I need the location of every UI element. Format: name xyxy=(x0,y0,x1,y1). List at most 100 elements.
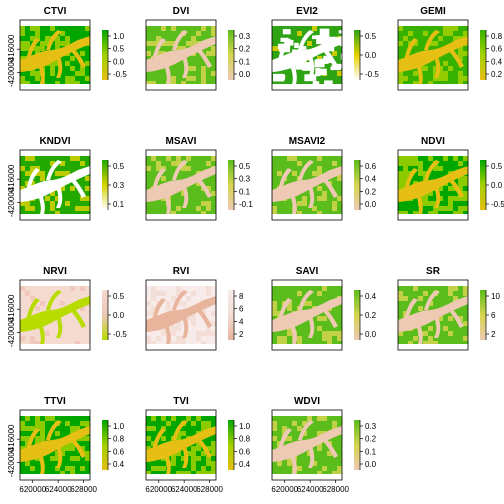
raster-cell xyxy=(287,331,292,336)
raster-cell xyxy=(196,416,201,421)
raster-cell xyxy=(317,416,322,421)
raster-cell xyxy=(332,471,337,474)
lake-arm xyxy=(38,324,45,344)
raster-cell xyxy=(161,416,166,421)
raster-cell xyxy=(458,81,463,84)
raster-cell xyxy=(50,26,55,31)
raster-cell xyxy=(65,41,70,46)
raster-cell xyxy=(292,49,303,57)
raster-cell xyxy=(443,206,448,211)
raster-cell xyxy=(448,186,453,191)
lake-arm xyxy=(164,454,171,474)
lake-arm xyxy=(446,306,464,328)
raster-cell xyxy=(171,416,176,421)
lake-arm xyxy=(56,316,63,338)
lake-arm xyxy=(46,290,62,310)
raster-cell xyxy=(85,186,90,191)
raster-cell xyxy=(176,206,181,211)
lake-arm xyxy=(434,186,441,208)
raster-cell xyxy=(30,296,35,301)
x-tick-label: 620000 xyxy=(19,485,46,494)
legend-label: 2 xyxy=(239,330,244,339)
y-tick-label: -416000 xyxy=(7,294,16,324)
raster-cell xyxy=(413,286,418,291)
raster-cell xyxy=(171,26,176,31)
legend-label: 0.2 xyxy=(365,435,377,444)
raster-cell xyxy=(70,81,75,84)
lake-arm xyxy=(298,420,314,440)
map-raster xyxy=(398,26,468,84)
raster-cell xyxy=(398,331,403,336)
raster-cell xyxy=(75,156,80,161)
raster-cell xyxy=(60,41,65,46)
raster-cell xyxy=(85,76,90,81)
panel-title: KNDVI xyxy=(39,136,70,147)
raster-cell xyxy=(206,291,211,296)
raster-cell xyxy=(463,191,468,196)
raster-cell xyxy=(448,331,453,336)
raster-cell xyxy=(30,206,35,211)
raster-cell xyxy=(201,421,206,426)
raster-cell xyxy=(302,201,307,206)
raster-cell xyxy=(302,421,307,426)
legend-gradient xyxy=(102,160,108,210)
x-tick-label: 628000 xyxy=(322,485,349,494)
raster-cell xyxy=(25,156,30,161)
raster-cell xyxy=(85,456,90,461)
y-tick-label: -416000 xyxy=(7,34,16,64)
lake-shape xyxy=(146,426,216,462)
lake-arm xyxy=(290,64,297,84)
x-tick-label: 624000 xyxy=(297,485,324,494)
raster-cell xyxy=(50,456,55,461)
raster-cell xyxy=(463,76,468,81)
raster-cell xyxy=(458,211,463,214)
raster-cell xyxy=(448,316,453,321)
raster-cell xyxy=(211,71,216,76)
raster-cell xyxy=(20,26,25,31)
lake-arm xyxy=(194,436,212,458)
raster-cell xyxy=(186,296,191,301)
raster-cell xyxy=(403,296,408,301)
raster-cell xyxy=(428,41,433,46)
map-raster xyxy=(146,156,216,214)
raster-cell xyxy=(60,186,65,191)
raster-cell xyxy=(70,56,75,61)
lake-arm xyxy=(26,38,40,60)
raster-cell xyxy=(418,166,423,171)
raster-cell xyxy=(463,196,468,201)
raster-cell xyxy=(50,71,55,76)
raster-cell xyxy=(156,166,161,171)
raster-cell xyxy=(413,71,418,76)
raster-cell xyxy=(191,291,196,296)
raster-cell xyxy=(70,446,75,451)
raster-cell xyxy=(398,296,403,301)
raster-cell xyxy=(428,81,433,84)
legend-bar: 0.3 0.2 0.1 0.0 xyxy=(354,420,377,470)
raster-cell xyxy=(327,331,332,336)
raster-cell xyxy=(85,26,90,31)
raster-cell xyxy=(211,156,216,161)
raster-cell xyxy=(423,201,428,206)
raster-cell xyxy=(206,456,211,461)
panel-dvi: DVI 0.3 0.2 0.1 0.0 xyxy=(145,6,251,91)
raster-cell xyxy=(448,66,453,71)
raster-cell xyxy=(70,186,75,191)
raster-cell xyxy=(312,171,317,176)
raster-cell xyxy=(186,41,191,46)
lake-arm xyxy=(46,420,62,440)
raster-cell xyxy=(176,321,181,326)
raster-cell xyxy=(25,46,30,51)
raster-cell xyxy=(171,341,176,344)
raster-cell xyxy=(156,336,161,341)
panel-title: EVI2 xyxy=(296,6,318,17)
raster-cell xyxy=(55,451,60,456)
raster-cell xyxy=(317,446,322,451)
legend-label: 1.0 xyxy=(113,422,125,431)
raster-cell xyxy=(146,166,151,171)
raster-cell xyxy=(80,466,85,471)
legend-bar: 1.0 0.8 0.6 0.4 xyxy=(228,420,251,470)
raster-cell xyxy=(65,446,70,451)
raster-cell xyxy=(297,336,302,341)
legend-label: 0.6 xyxy=(491,45,503,54)
lake-arm xyxy=(404,298,418,320)
